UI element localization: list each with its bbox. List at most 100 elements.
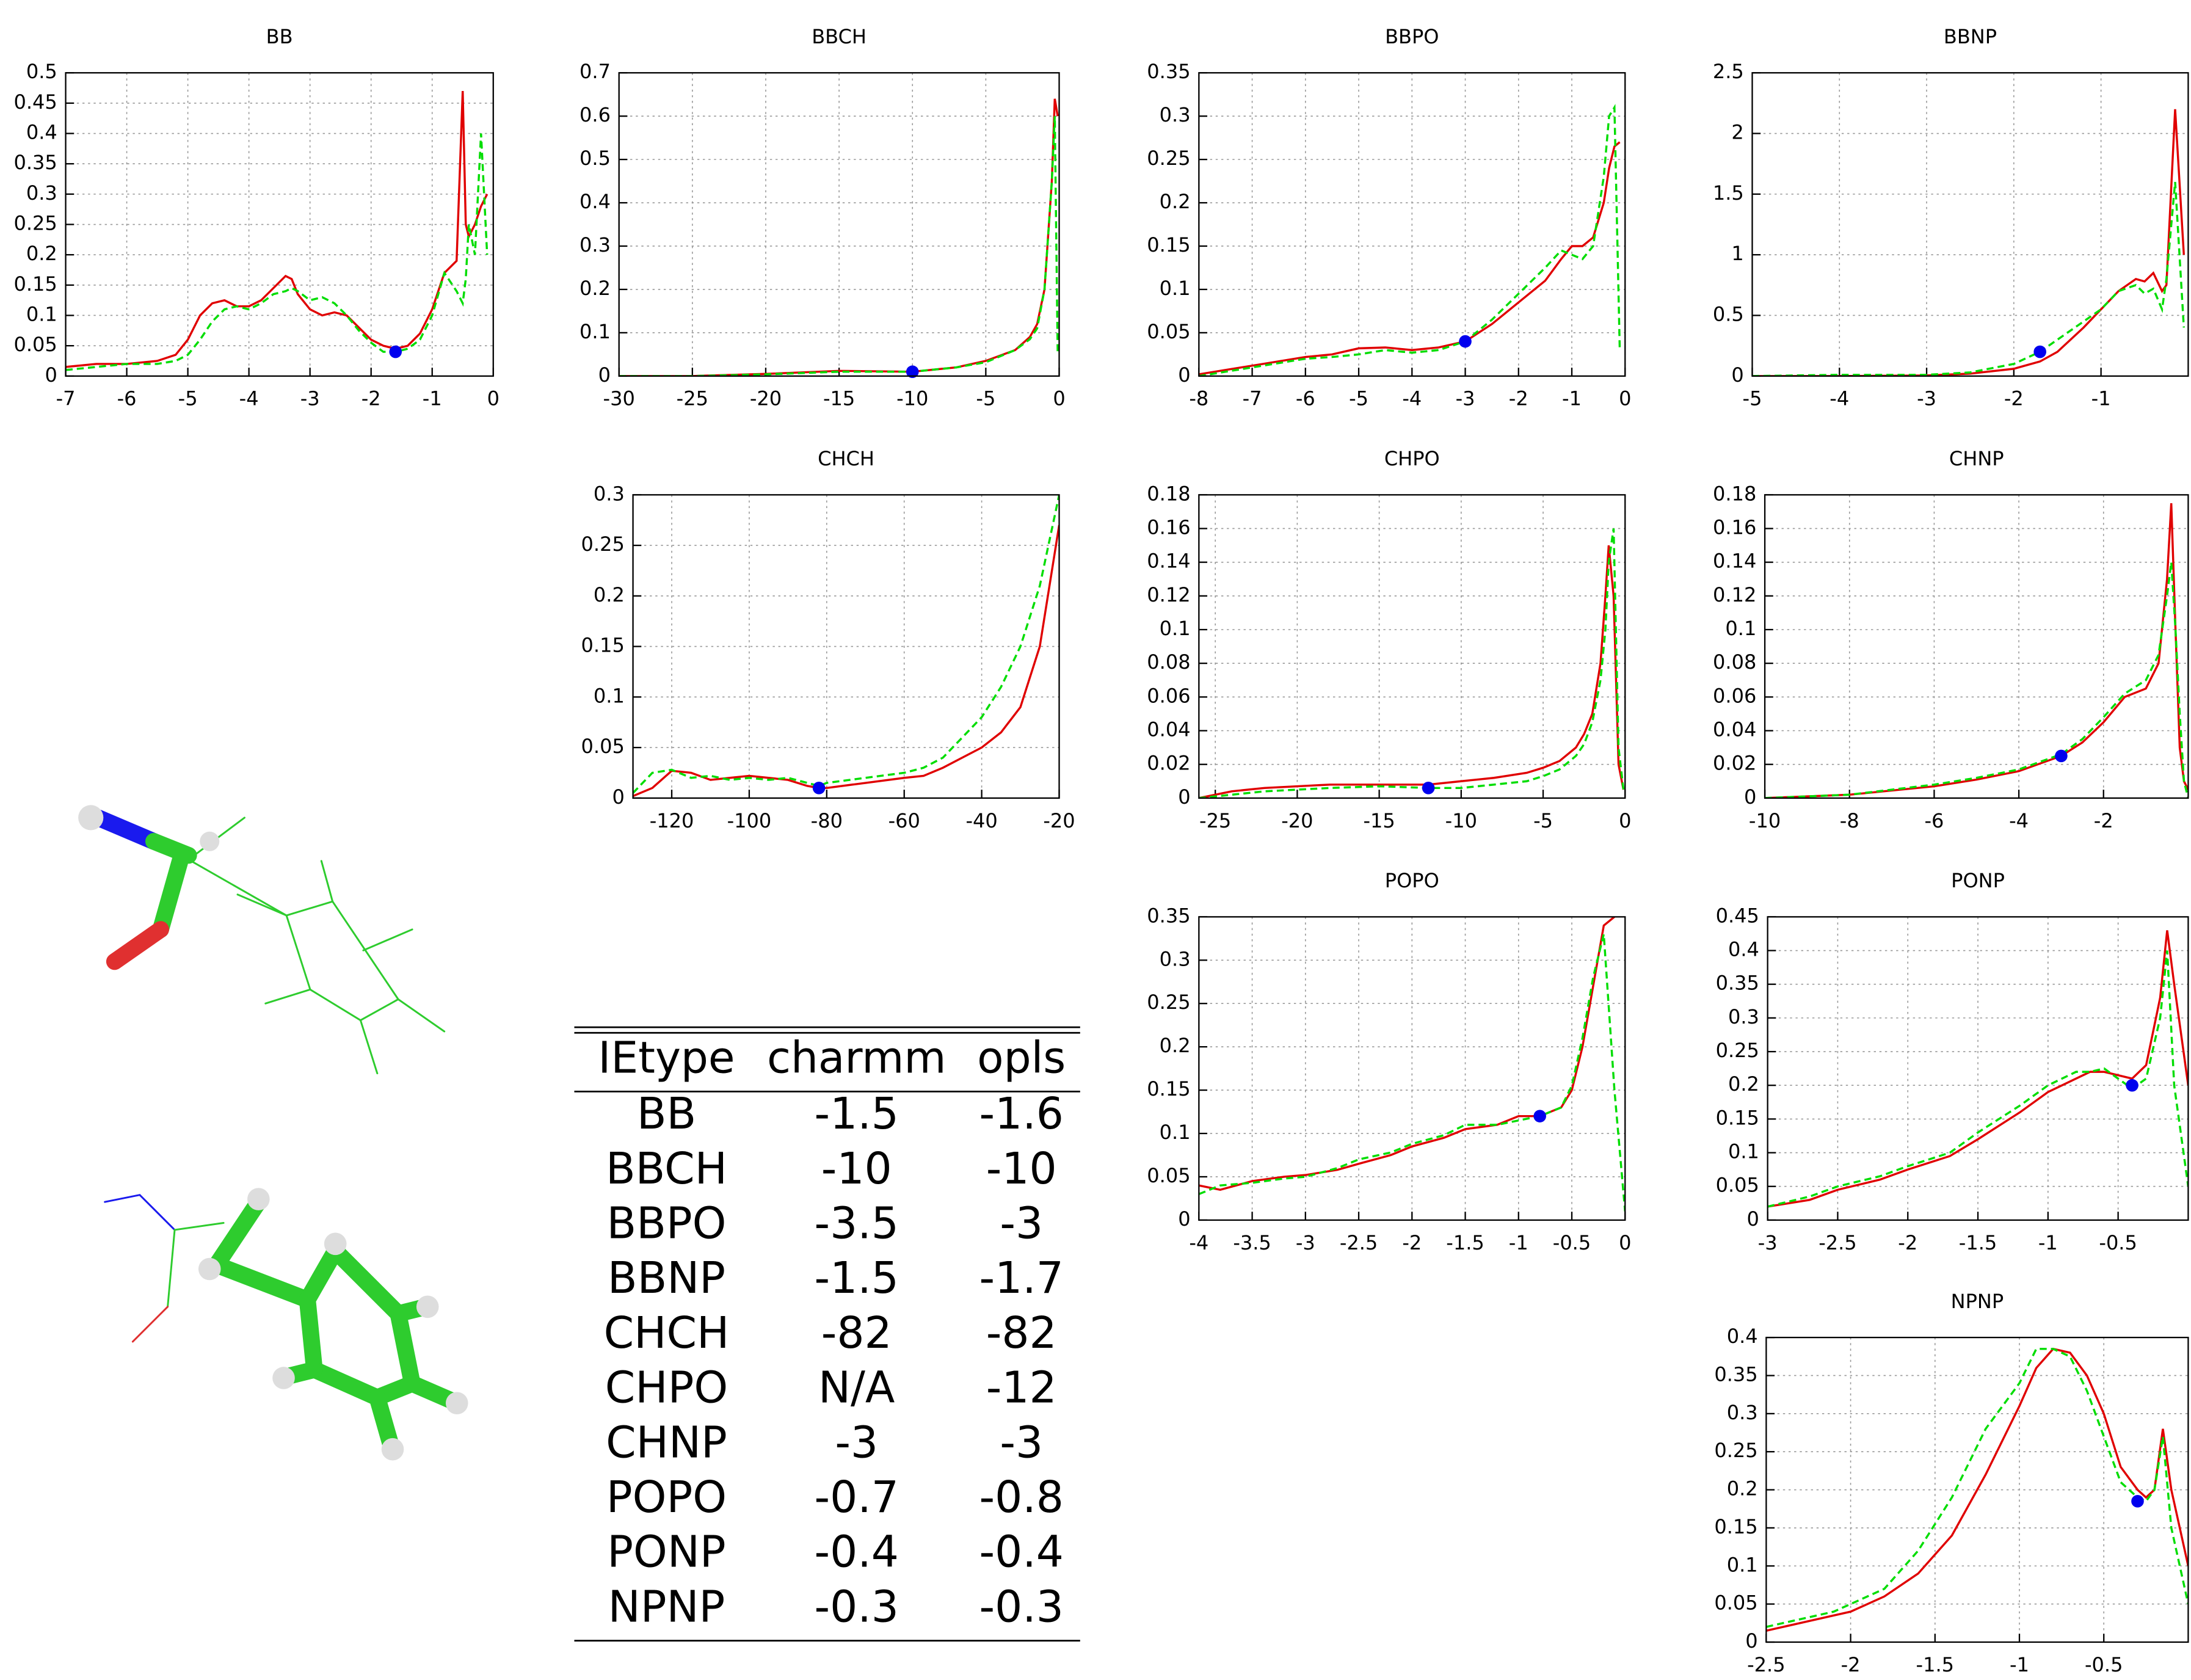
y-tick-label: 0.25 [581, 533, 625, 556]
table-header: IEtype [598, 1033, 735, 1083]
y-tick-label: 0.05 [1714, 1591, 1757, 1615]
marker-point [2131, 1494, 2144, 1508]
y-tick-label: 0.2 [594, 583, 625, 606]
y-tick-label: 0.5 [1713, 302, 1744, 325]
data-line [619, 116, 1059, 376]
table-cell: -10 [821, 1143, 892, 1194]
y-tick-label: 0.4 [26, 121, 57, 144]
x-tick-label: -100 [727, 809, 772, 832]
x-tick-label: -7 [1243, 387, 1262, 410]
y-tick-label: 0.45 [14, 90, 57, 114]
table-cell: -10 [986, 1143, 1057, 1194]
x-tick-label: -1 [2091, 387, 2111, 410]
x-tick-label: -1 [2010, 1653, 2029, 1676]
y-tick-label: 0.15 [1714, 1515, 1757, 1538]
marker-point [812, 782, 826, 795]
x-tick-label: -5 [976, 387, 995, 410]
x-tick-label: -2 [2004, 387, 2024, 410]
plot-frame [618, 72, 1060, 377]
y-tick-label: 0.3 [1728, 1005, 1759, 1028]
plot-frame [1751, 72, 2189, 377]
y-tick-label: 0.12 [1147, 583, 1190, 606]
data-line [65, 90, 489, 368]
data-line [1199, 917, 1615, 1191]
x-tick-label: -2 [362, 387, 381, 410]
x-tick-label: -5 [1743, 387, 1762, 410]
y-tick-label: 0.25 [1714, 1439, 1757, 1462]
table-cell: -1.6 [979, 1088, 1064, 1139]
y-tick-label: 0.2 [1727, 1477, 1758, 1500]
y-tick-label: 0 [1178, 1207, 1190, 1231]
table-cell: -0.3 [979, 1581, 1064, 1632]
x-tick-label: -1 [1562, 387, 1582, 410]
marker-point [389, 345, 402, 358]
x-tick-label: 0 [1053, 387, 1065, 410]
x-tick-label: -8 [1189, 387, 1208, 410]
x-tick-label: -2.5 [1747, 1653, 1785, 1676]
y-tick-label: 0.5 [26, 60, 57, 83]
chart-title: PONP [1951, 869, 2005, 892]
y-tick-label: 0.4 [1727, 1325, 1758, 1348]
y-tick-label: 0.4 [1728, 938, 1759, 961]
y-tick-label: 0.05 [14, 333, 57, 356]
table-cell: -0.4 [815, 1527, 899, 1577]
chart-title: BBNP [1944, 25, 1997, 48]
table-cell: N/A [818, 1362, 895, 1413]
y-tick-label: 0.16 [1147, 515, 1190, 539]
x-tick-label: -6 [117, 387, 137, 410]
data-line [1767, 950, 2189, 1208]
y-tick-label: 0.1 [26, 302, 57, 325]
x-tick-label: -4 [239, 387, 259, 410]
y-tick-label: 0.45 [1716, 904, 1759, 927]
y-tick-label: 0.6 [580, 103, 611, 126]
y-tick-label: 0.15 [1716, 1106, 1759, 1129]
table-rules [574, 1026, 1080, 1642]
x-tick-label: -10 [1445, 809, 1477, 832]
data-line [1199, 141, 1621, 376]
x-tick-label: -15 [823, 387, 855, 410]
y-tick-label: 0.3 [1727, 1401, 1758, 1424]
y-tick-label: 0.3 [1160, 103, 1191, 126]
y-tick-label: 0.35 [1716, 972, 1759, 995]
data-line [1199, 934, 1626, 1212]
table-cell: -3 [1000, 1198, 1043, 1249]
x-tick-label: -1.5 [1446, 1231, 1484, 1254]
y-tick-label: 0.1 [1728, 1140, 1759, 1163]
x-tick-label: -25 [677, 387, 708, 410]
x-tick-label: -3.5 [1233, 1231, 1271, 1254]
y-tick-label: 0.08 [1147, 650, 1190, 674]
x-tick-label: -1 [423, 387, 442, 410]
table-cell: -1.7 [979, 1253, 1064, 1303]
x-tick-label: -2 [1509, 387, 1528, 410]
chart-panel: POPO 0 0.05 0.1 0.15 0.2 0.25 0.3 0.35 -4 -3.5 -3 -2… [1147, 869, 1631, 1254]
x-tick-label: -5 [178, 387, 198, 410]
data-line [1199, 528, 1625, 798]
y-tick-label: 0 [1178, 363, 1190, 387]
chart-panel: NPNP 0 0.05 0.1 0.15 0.2 0.25 0.3 0.35 0.4 -2.5 -2 -… [1714, 1290, 2189, 1676]
y-tick-label: 0.04 [1713, 718, 1756, 741]
y-tick-label: 0.15 [14, 272, 57, 296]
x-tick-label: -4 [2009, 809, 2029, 832]
y-tick-label: 0.06 [1713, 684, 1756, 707]
y-tick-label: 0.4 [580, 190, 611, 213]
table-cell: BBNP [608, 1253, 725, 1303]
molecule-top [78, 805, 446, 1075]
y-tick-label: 0.12 [1713, 583, 1756, 606]
x-tick-label: -10 [896, 387, 928, 410]
chart-panel: CHPO 0 0.02 0.04 0.06 0.08 0.1 0.12 0.14 0.16 0.18… [1147, 447, 1631, 832]
table-cell: PONP [607, 1527, 725, 1577]
table-cell: -3 [835, 1417, 878, 1467]
x-tick-label: -5 [1349, 387, 1368, 410]
table-header: opls [977, 1033, 1066, 1083]
table-cell: CHCH [604, 1307, 730, 1358]
y-tick-label: 1 [1731, 242, 1743, 265]
data-table: IEtype charmm opls BB -1.5 -1.6 BBCH -10 -10 BBPO… [598, 1033, 1066, 1632]
y-tick-label: 0.1 [1725, 617, 1756, 640]
y-tick-label: 0 [1747, 1207, 1759, 1231]
table-cell: -82 [986, 1307, 1057, 1358]
plot-frame [1764, 494, 2189, 799]
x-tick-label: -3 [1456, 387, 1475, 410]
table-header: charmm [767, 1033, 947, 1083]
